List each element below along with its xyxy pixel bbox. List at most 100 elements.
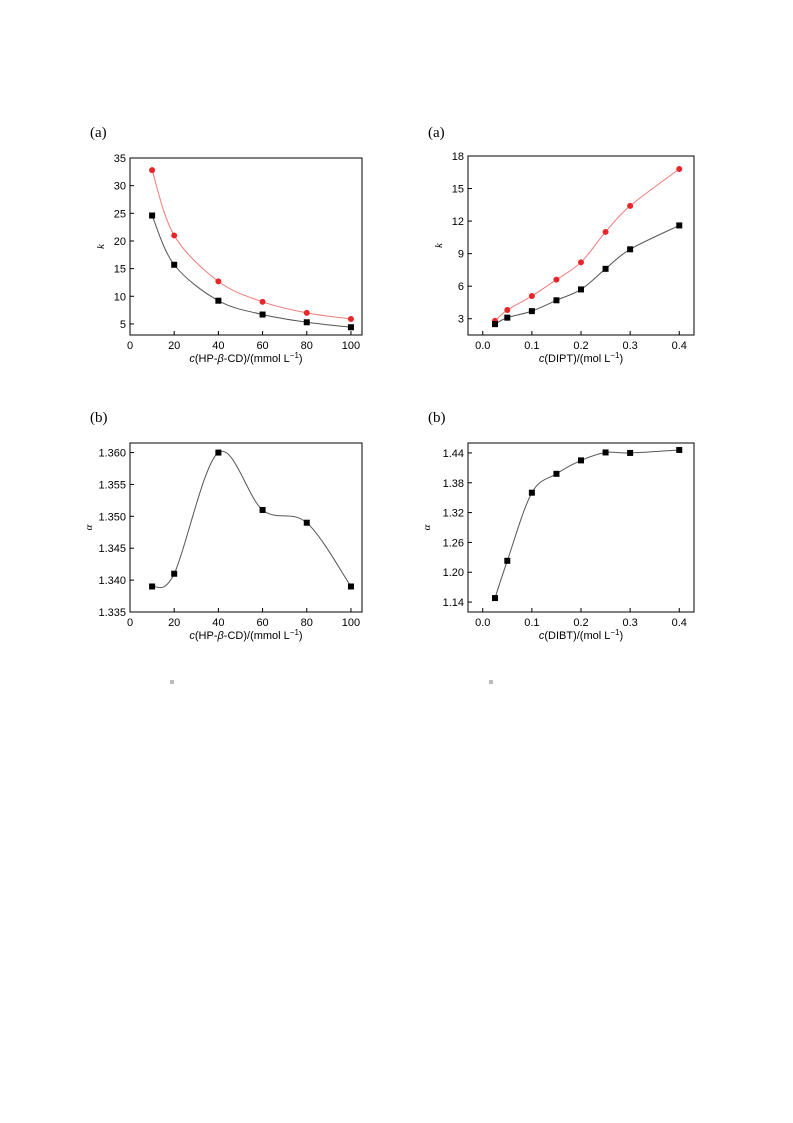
y-tick-label: 1.350 bbox=[98, 511, 126, 523]
stray-mark-right bbox=[489, 680, 493, 684]
y-tick-label: 1.38 bbox=[443, 478, 464, 490]
y-tick-label: 1.335 bbox=[98, 607, 126, 619]
data-point bbox=[602, 449, 609, 456]
y-tick-label: 1.340 bbox=[98, 575, 126, 587]
data-point bbox=[149, 583, 156, 590]
data-point bbox=[504, 314, 511, 321]
panel-label-b-right: (b) bbox=[428, 410, 446, 426]
y-tick-label: 12 bbox=[452, 216, 464, 228]
y-tick-label: 1.14 bbox=[443, 597, 464, 609]
series-line bbox=[494, 224, 680, 325]
series-line bbox=[494, 449, 680, 599]
stray-mark-left bbox=[170, 680, 174, 684]
data-point bbox=[676, 446, 683, 453]
x-tick-label: 80 bbox=[301, 617, 313, 629]
x-tick-label: 0.2 bbox=[573, 340, 588, 352]
data-point bbox=[627, 202, 634, 209]
x-tick-label: 0.1 bbox=[524, 617, 539, 629]
x-tick-label: 0.3 bbox=[622, 617, 637, 629]
x-tick-label: 0.4 bbox=[672, 617, 687, 629]
data-point bbox=[528, 489, 535, 496]
y-tick-label: 18 bbox=[452, 151, 464, 163]
series-line bbox=[151, 450, 352, 589]
plot-frame bbox=[129, 157, 363, 336]
data-point bbox=[676, 222, 683, 229]
x-tick-label: 0.0 bbox=[475, 617, 490, 629]
data-point bbox=[553, 470, 560, 477]
data-point bbox=[553, 276, 560, 283]
x-axis-label: c(HP-β-CD)/(mmol L−1) bbox=[189, 351, 302, 366]
data-point bbox=[259, 311, 266, 318]
x-tick-label: 0.2 bbox=[573, 617, 588, 629]
data-point bbox=[627, 449, 634, 456]
data-point bbox=[149, 212, 156, 219]
data-point bbox=[303, 319, 310, 326]
series-line bbox=[151, 215, 352, 328]
x-tick-label: 0.3 bbox=[622, 340, 637, 352]
x-tick-label: 100 bbox=[342, 340, 360, 352]
data-point bbox=[504, 557, 511, 564]
y-axis-label: k bbox=[433, 242, 445, 248]
x-tick-label: 80 bbox=[301, 340, 313, 352]
plot-frame bbox=[129, 442, 363, 613]
data-point bbox=[259, 298, 266, 305]
y-tick-label: 1.345 bbox=[98, 543, 126, 555]
data-point bbox=[303, 309, 310, 316]
data-point bbox=[578, 457, 584, 464]
data-point bbox=[303, 519, 310, 526]
data-point bbox=[627, 246, 634, 253]
x-tick-label: 40 bbox=[212, 617, 224, 629]
y-axis-label: α bbox=[83, 524, 95, 530]
data-point bbox=[347, 583, 354, 590]
data-point bbox=[259, 506, 266, 513]
data-point bbox=[171, 232, 178, 239]
data-point bbox=[578, 259, 584, 266]
series-line bbox=[494, 168, 680, 322]
data-point bbox=[504, 307, 511, 314]
y-tick-label: 1.32 bbox=[443, 508, 464, 520]
x-tick-label: 40 bbox=[212, 340, 224, 352]
plot-frame bbox=[467, 442, 695, 613]
y-tick-label: 1.44 bbox=[443, 448, 464, 460]
x-tick-label: 20 bbox=[168, 617, 180, 629]
x-tick-label: 20 bbox=[168, 340, 180, 352]
x-tick-label: 0.4 bbox=[672, 340, 687, 352]
data-point bbox=[528, 292, 535, 299]
x-tick-label: 60 bbox=[256, 617, 268, 629]
x-tick-label: 60 bbox=[256, 340, 268, 352]
x-tick-label: 0 bbox=[127, 340, 133, 352]
panel-label-a-left: (a) bbox=[90, 125, 107, 141]
data-point bbox=[492, 595, 499, 602]
data-point bbox=[347, 324, 354, 331]
data-point bbox=[578, 286, 584, 293]
data-point bbox=[347, 315, 354, 322]
y-tick-label: 5 bbox=[120, 319, 126, 331]
y-tick-label: 15 bbox=[452, 184, 464, 196]
y-tick-label: 30 bbox=[114, 181, 126, 193]
y-tick-label: 1.20 bbox=[443, 567, 464, 579]
data-point bbox=[492, 317, 499, 324]
y-tick-label: 9 bbox=[458, 249, 464, 261]
y-tick-label: 35 bbox=[114, 153, 126, 165]
y-tick-label: 15 bbox=[114, 264, 126, 276]
data-point bbox=[553, 297, 560, 304]
data-point bbox=[215, 278, 222, 285]
plot-frame bbox=[467, 155, 695, 336]
x-axis-label: c(DIPT)/(mol L−1) bbox=[539, 351, 623, 366]
x-axis-label: c(DIBT)/(mol L−1) bbox=[539, 628, 623, 643]
y-axis-label: α bbox=[421, 524, 433, 530]
x-tick-label: 0.0 bbox=[475, 340, 490, 352]
y-tick-label: 1.360 bbox=[98, 448, 126, 460]
data-point bbox=[528, 308, 535, 315]
x-tick-label: 0 bbox=[127, 617, 133, 629]
data-point bbox=[215, 297, 222, 304]
y-tick-label: 20 bbox=[114, 236, 126, 248]
series-line bbox=[151, 170, 352, 320]
x-tick-label: 0.1 bbox=[524, 340, 539, 352]
y-tick-label: 3 bbox=[458, 314, 464, 326]
data-point bbox=[602, 265, 609, 272]
y-tick-label: 1.355 bbox=[98, 479, 126, 491]
